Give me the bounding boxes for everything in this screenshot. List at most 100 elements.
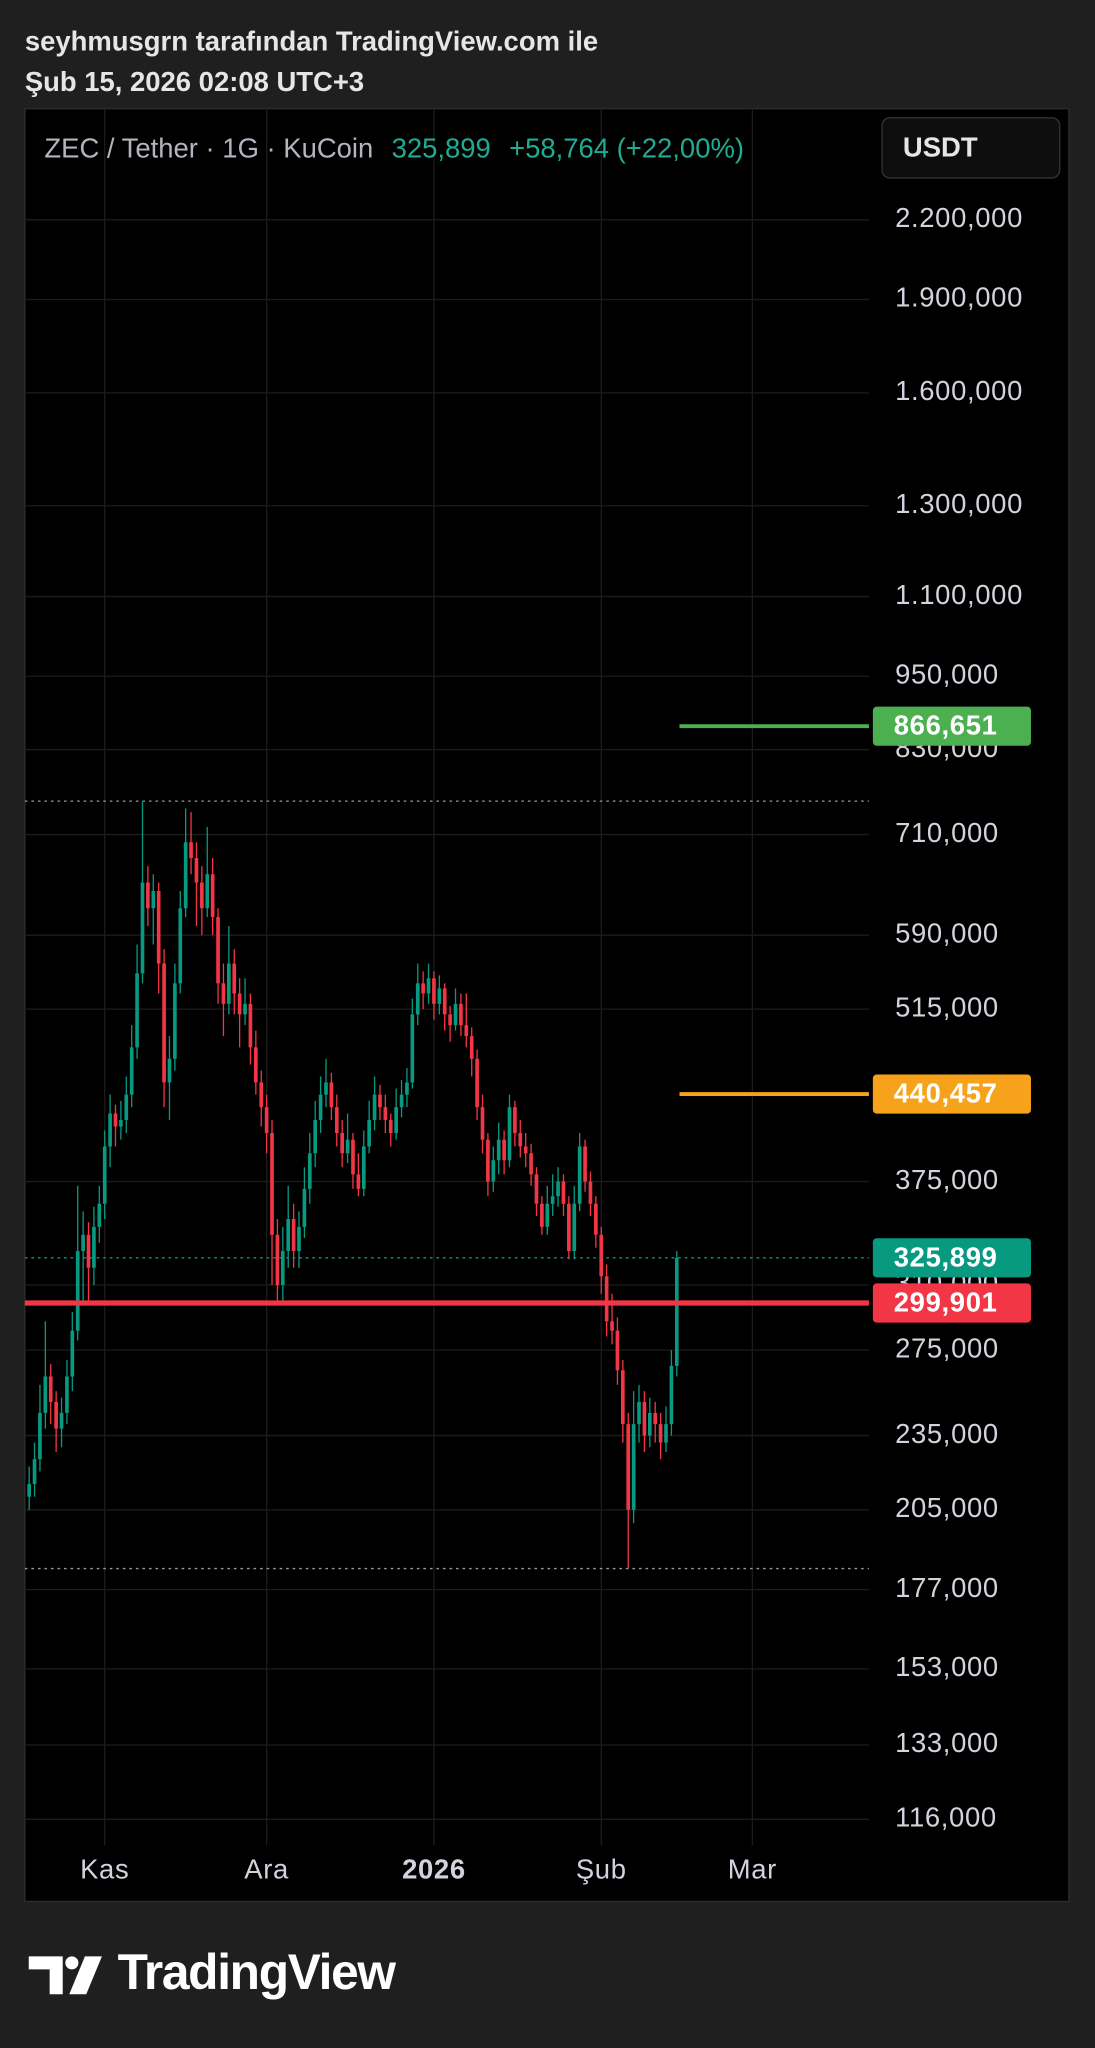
candle-body — [302, 1188, 307, 1227]
legend: ZEC / Tether · 1G · KuCoin 325,899 +58,764… — [44, 133, 744, 164]
y-tick-label: 950,000 — [895, 659, 999, 690]
level-badge — [872, 1283, 1031, 1323]
candle-body — [599, 1234, 604, 1277]
candle-body — [70, 1330, 75, 1377]
candle-body — [637, 1401, 641, 1425]
candle-body — [583, 1146, 587, 1182]
candle-body — [124, 1094, 129, 1120]
candle-body — [540, 1203, 544, 1227]
y-tick-label: 515,000 — [895, 991, 999, 1022]
candle-body — [200, 882, 204, 909]
candle-body — [140, 882, 145, 974]
candle-body — [232, 963, 237, 994]
candle-body — [59, 1412, 64, 1429]
chart-panel — [24, 108, 1070, 1903]
candle-body — [534, 1174, 539, 1204]
candle-body — [43, 1376, 48, 1413]
brand: TradingView — [118, 1944, 397, 2000]
candle-body — [92, 1226, 96, 1268]
y-tick-label: 235,000 — [895, 1418, 999, 1449]
candle-body — [464, 1025, 469, 1037]
candle-body — [653, 1412, 658, 1425]
candle-body — [529, 1153, 533, 1175]
candle-body — [610, 1321, 614, 1331]
candle-body — [38, 1412, 42, 1460]
author-line: seyhmusgrn tarafından TradingView.com il… — [25, 26, 598, 57]
candle-body — [113, 1113, 118, 1127]
candle-body — [65, 1376, 69, 1413]
candle-body — [318, 1094, 323, 1120]
candle-body — [459, 1003, 463, 1026]
candle-body — [513, 1107, 517, 1134]
candle-body — [507, 1107, 512, 1161]
currency-button[interactable] — [881, 117, 1061, 179]
candle-body — [367, 1119, 371, 1147]
x-tick-label: Kas — [80, 1854, 129, 1885]
y-tick-label: 1.300,000 — [895, 488, 1023, 519]
candle-body — [442, 988, 447, 1015]
x-tick-label: Mar — [728, 1854, 777, 1885]
candle-body — [415, 983, 420, 1015]
currency[interactable]: USDT — [903, 131, 978, 162]
candle-body — [480, 1107, 485, 1140]
y-tick-label: 2.200,000 — [895, 202, 1023, 233]
candle-body — [307, 1153, 312, 1189]
candle-body — [189, 842, 193, 859]
x-tick-label: 2026 — [402, 1854, 466, 1885]
candle-body — [674, 1257, 679, 1366]
level-label: 299,901 — [894, 1287, 998, 1318]
candle-body — [383, 1107, 388, 1120]
level-label: 866,651 — [894, 710, 998, 741]
candle-body — [286, 1219, 291, 1252]
symbol: ZEC / Tether · 1G · KuCoin — [44, 133, 373, 164]
candle-body — [259, 1082, 264, 1108]
candle-body — [594, 1203, 598, 1235]
candle-body — [621, 1370, 625, 1425]
candle-body — [167, 1058, 172, 1083]
candle-body — [210, 874, 215, 918]
candle-body — [496, 1139, 501, 1161]
candle-body — [502, 1139, 506, 1161]
candle-body — [81, 1234, 85, 1252]
candle-body — [108, 1113, 112, 1147]
candle-body — [453, 1003, 458, 1026]
candle-body — [243, 1003, 247, 1015]
candle-body — [253, 1047, 258, 1083]
candle-body — [475, 1058, 479, 1108]
level-badge — [872, 706, 1031, 746]
candle-body — [275, 1234, 280, 1286]
candle-body — [486, 1139, 490, 1182]
candle-body — [135, 973, 139, 1048]
price-badge-label: 325,899 — [894, 1241, 998, 1272]
candle-body — [313, 1119, 318, 1154]
y-tick-label: 133,000 — [895, 1727, 999, 1758]
change: +58,764 (+22,00%) — [509, 133, 744, 164]
candle-body — [27, 1483, 31, 1497]
candle-body — [146, 882, 150, 909]
candle-body — [432, 978, 436, 1004]
candle-body — [642, 1401, 647, 1436]
y-tick-label: 1.100,000 — [895, 579, 1023, 610]
candle-body — [340, 1133, 345, 1154]
level-badge — [872, 1074, 1031, 1114]
candle-body — [523, 1146, 528, 1154]
candle-body — [669, 1365, 674, 1425]
candle-body — [394, 1107, 398, 1134]
y-tick-label: 375,000 — [895, 1164, 999, 1195]
candle-body — [237, 993, 242, 1015]
candle-body — [270, 1133, 274, 1235]
level-label: 440,457 — [894, 1078, 998, 1109]
candle-body — [178, 908, 183, 984]
candle-body — [119, 1119, 123, 1127]
candle-body — [156, 890, 161, 964]
x-tick-label: Ara — [244, 1854, 289, 1885]
candle-body — [351, 1139, 355, 1175]
candle-body — [173, 983, 177, 1059]
candle-body — [329, 1082, 334, 1108]
candle-body — [297, 1226, 301, 1252]
y-tick-label: 1.900,000 — [895, 282, 1023, 313]
candle-body — [561, 1181, 566, 1204]
candle-body — [448, 1014, 452, 1026]
candle-body — [291, 1219, 296, 1252]
candle-body — [32, 1459, 37, 1484]
